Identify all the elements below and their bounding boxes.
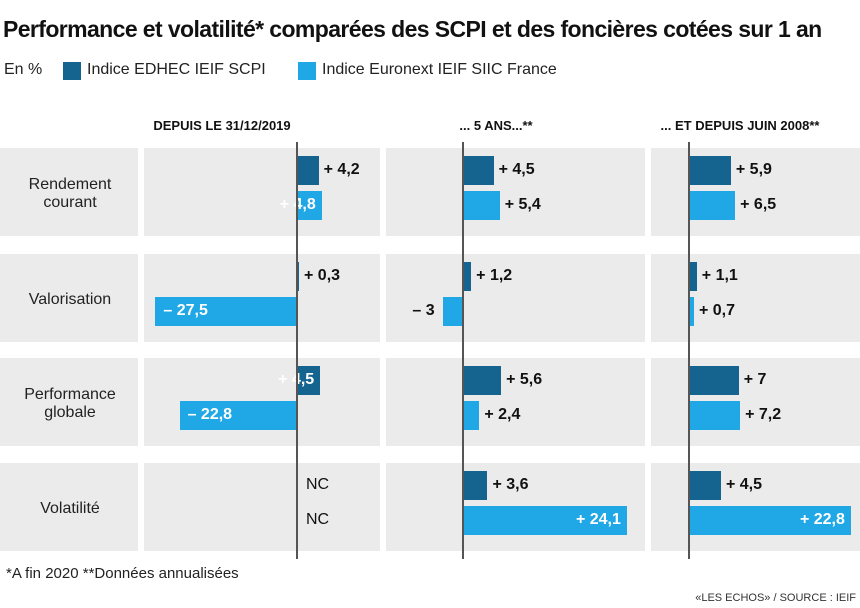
panel-row-bg — [144, 463, 380, 551]
unit-label: En % — [4, 61, 43, 78]
data-label: + 5,4 — [504, 195, 541, 213]
data-label: + 5,9 — [735, 160, 772, 178]
data-label: + 0,3 — [304, 266, 341, 284]
panel-row-bg — [386, 254, 645, 342]
data-label: + 4,5 — [725, 475, 762, 493]
panel-heading: ... 5 ANS...** — [459, 118, 533, 133]
source-credit: «LES ECHOS» / SOURCE : IEIF — [695, 592, 856, 604]
bar-euronext — [689, 401, 741, 430]
panel-row-bg — [386, 358, 645, 446]
bar-scpi — [689, 262, 697, 291]
bar-euronext — [442, 297, 463, 326]
bar-scpi — [463, 471, 488, 500]
bar-scpi — [297, 156, 319, 185]
data-label: + 7,2 — [745, 405, 782, 423]
data-label: + 4,5 — [278, 370, 315, 388]
bar-scpi — [689, 156, 731, 185]
panel-row-bg — [651, 358, 860, 446]
panel-heading: DEPUIS LE 31/12/2019 — [153, 118, 291, 133]
row-label-line: Performance — [24, 386, 116, 403]
row-label-bg — [0, 148, 138, 236]
legend-label-scpi: Indice EDHEC IEIF SCPI — [87, 61, 266, 78]
bar-euronext — [689, 191, 736, 220]
row-label-line: Valorisation — [28, 291, 112, 308]
row-label-line: globale — [44, 404, 96, 421]
bar-euronext — [155, 297, 297, 326]
bar-scpi — [463, 366, 502, 395]
bar-scpi — [297, 366, 321, 395]
data-label: + 6,5 — [740, 195, 777, 213]
bar-euronext — [179, 401, 297, 430]
bar-scpi — [463, 262, 472, 291]
data-label: – 3 — [412, 301, 435, 319]
panel-row-bg — [144, 148, 380, 236]
row-label: Valorisation — [0, 291, 140, 309]
legend-label-euronext: Indice Euronext IEIF SIIC France — [322, 61, 557, 78]
row-label-bg — [0, 358, 138, 446]
data-label: + 4,2 — [323, 160, 360, 178]
data-label: + 22,8 — [799, 510, 845, 528]
row-label: Performance globale — [0, 386, 140, 422]
chart-title: Performance et volatilité* comparées des… — [3, 16, 822, 42]
data-label: + 1,2 — [476, 266, 513, 284]
data-label: – 22,8 — [187, 405, 233, 423]
bar-scpi — [297, 262, 299, 291]
bar-scpi — [689, 471, 721, 500]
row-label-line: Volatilité — [40, 500, 100, 517]
panel-row-bg — [386, 148, 645, 236]
nc-label: NC — [306, 510, 330, 528]
panel-row-bg — [651, 148, 860, 236]
data-label: + 24,1 — [575, 510, 621, 528]
bar-euronext — [463, 191, 500, 220]
row-label: Volatilité — [0, 500, 140, 518]
data-label: – 27,5 — [163, 301, 208, 319]
panel-heading: ... ET DEPUIS JUIN 2008** — [660, 118, 820, 133]
data-label: + 1,1 — [701, 266, 738, 284]
bar-euronext — [689, 297, 694, 326]
panel-axis — [462, 142, 464, 559]
bar-euronext — [463, 506, 627, 535]
panel-axis — [688, 142, 690, 559]
bar-euronext — [689, 506, 851, 535]
row-label-line: Rendement — [28, 176, 112, 193]
row-label-bg — [0, 463, 138, 551]
data-label: + 7 — [743, 370, 767, 388]
bar-scpi — [463, 156, 494, 185]
bar-euronext — [297, 191, 322, 220]
nc-label: NC — [306, 475, 330, 493]
legend-swatch-euronext — [298, 62, 316, 80]
data-label: + 5,6 — [506, 370, 543, 388]
legend-swatch-scpi — [63, 62, 81, 80]
row-label-line: courant — [43, 194, 97, 211]
data-label: + 2,4 — [484, 405, 521, 423]
panel-axis — [296, 142, 298, 559]
row-label-bg — [0, 254, 138, 342]
panel-row-bg — [651, 254, 860, 342]
footnote: *A fin 2020 **Données annualisées — [6, 565, 239, 582]
data-label: + 3,6 — [492, 475, 529, 493]
bar-euronext — [463, 401, 480, 430]
data-label: + 0,7 — [698, 301, 735, 319]
row-label: Rendement courant — [0, 176, 140, 212]
bar-scpi — [689, 366, 739, 395]
data-label: + 4,5 — [498, 160, 535, 178]
